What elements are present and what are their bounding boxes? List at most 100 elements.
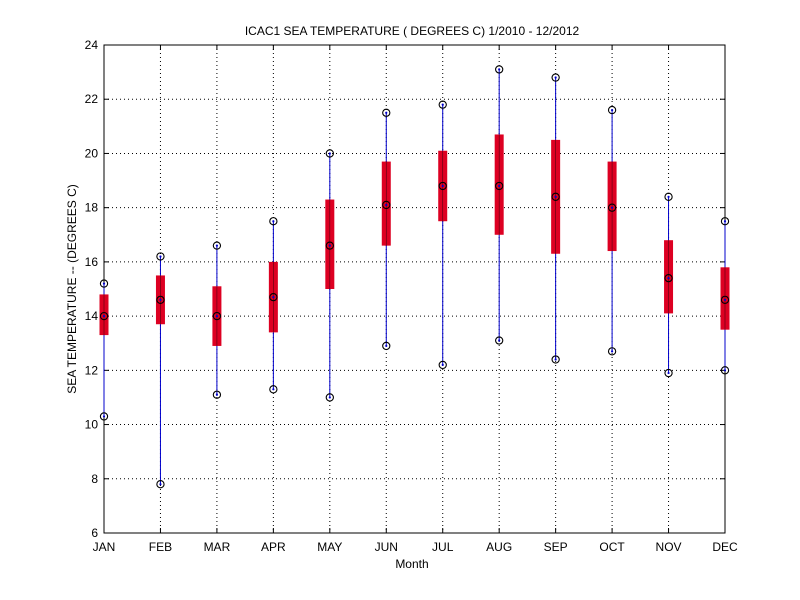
y-tick-label: 12 (85, 363, 99, 377)
max-marker-dot (328, 152, 331, 155)
median-marker (495, 181, 504, 191)
max-marker (325, 149, 334, 158)
min-marker-dot (159, 483, 162, 486)
x-tick-label: NOV (656, 540, 682, 554)
median-marker-dot (215, 315, 219, 318)
x-tick-label: DEC (712, 540, 738, 554)
x-tick-label: OCT (599, 540, 625, 554)
median-marker-dot (667, 277, 670, 280)
max-marker-dot (385, 111, 388, 114)
min-marker (551, 355, 560, 364)
median-marker-dot (328, 244, 331, 247)
median-marker-dot (102, 315, 106, 318)
y-tick-label: 16 (85, 255, 99, 269)
median-marker (551, 192, 560, 201)
max-marker (607, 105, 617, 115)
min-marker-dot (102, 415, 106, 418)
median-marker (325, 241, 334, 250)
x-tick-label: APR (261, 540, 286, 554)
median-marker (607, 203, 617, 212)
max-marker (495, 65, 504, 74)
max-marker (212, 241, 222, 250)
box-marks (99, 65, 730, 489)
median-marker-dot (385, 203, 388, 207)
x-tick-label: MAY (317, 540, 342, 554)
median-marker (269, 292, 278, 302)
tick-labels: 6 8 10 12 14 16 18 20 22 24 JAN FEB MAR APR MAY JUN JUL A… (85, 38, 738, 554)
y-tick-label: 18 (85, 201, 99, 215)
min-marker-dot (498, 339, 501, 342)
median-marker (99, 311, 109, 321)
max-marker (382, 108, 391, 117)
min-marker (269, 385, 278, 394)
x-tick-label: MAR (204, 540, 231, 554)
max-marker-dot (723, 220, 727, 223)
median-marker-dot (610, 206, 614, 209)
max-marker (664, 192, 673, 201)
x-tick-label: AUG (486, 540, 512, 554)
min-marker (212, 390, 222, 399)
grid (104, 45, 725, 533)
median-marker (382, 200, 391, 210)
x-axis-label: Month (395, 557, 428, 571)
max-marker-dot (610, 108, 614, 112)
min-marker (156, 480, 165, 489)
median-marker-dot (498, 184, 501, 188)
max-marker-dot (215, 244, 219, 247)
max-marker-dot (554, 76, 557, 79)
median-marker (156, 295, 165, 304)
min-marker-dot (441, 363, 444, 367)
median-marker (720, 295, 730, 304)
min-marker-dot (667, 371, 670, 375)
x-tick-label: JUN (375, 540, 398, 554)
min-marker (99, 412, 109, 421)
max-marker (551, 73, 560, 82)
min-marker (495, 336, 504, 345)
median-marker-dot (159, 298, 162, 301)
axes-box (103, 44, 726, 534)
x-tick-label: JUL (432, 540, 454, 554)
y-tick-label: 22 (85, 92, 99, 106)
min-marker-dot (554, 358, 557, 361)
y-tick-label: 10 (85, 418, 99, 432)
x-tick-label: JAN (93, 540, 116, 554)
median-marker (664, 274, 673, 283)
y-tick-label: 6 (91, 526, 98, 540)
min-marker-dot (272, 388, 275, 391)
y-tick-label: 24 (85, 38, 99, 52)
x-tick-label: FEB (149, 540, 172, 554)
median-marker-dot (554, 195, 557, 198)
chart-title: ICAC1 SEA TEMPERATURE ( DEGREES C) 1/201… (245, 24, 580, 38)
x-tick-label: SEP (544, 540, 568, 554)
max-marker-dot (498, 68, 501, 71)
min-marker-dot (610, 350, 614, 353)
max-marker (156, 252, 165, 261)
y-tick-label: 8 (91, 472, 98, 486)
median-marker (212, 311, 222, 321)
min-marker (720, 366, 730, 375)
min-marker (438, 360, 447, 370)
max-marker (269, 217, 278, 226)
max-marker (438, 100, 447, 109)
y-tick-label: 14 (85, 309, 99, 323)
max-marker-dot (272, 220, 275, 223)
y-tick-label: 20 (85, 146, 99, 160)
min-marker (325, 393, 334, 402)
min-marker-dot (328, 396, 331, 399)
max-marker-dot (102, 282, 106, 285)
max-marker-dot (667, 195, 670, 198)
median-marker-dot (272, 296, 275, 299)
min-marker (664, 368, 673, 378)
min-marker (382, 341, 391, 351)
min-marker (607, 347, 617, 356)
max-marker (99, 279, 109, 288)
axes (103, 44, 726, 534)
min-marker-dot (385, 344, 388, 348)
max-marker-dot (159, 255, 162, 258)
min-marker-dot (215, 393, 219, 396)
max-marker (720, 217, 730, 226)
median-marker (438, 181, 447, 191)
median-marker-dot (723, 298, 727, 301)
